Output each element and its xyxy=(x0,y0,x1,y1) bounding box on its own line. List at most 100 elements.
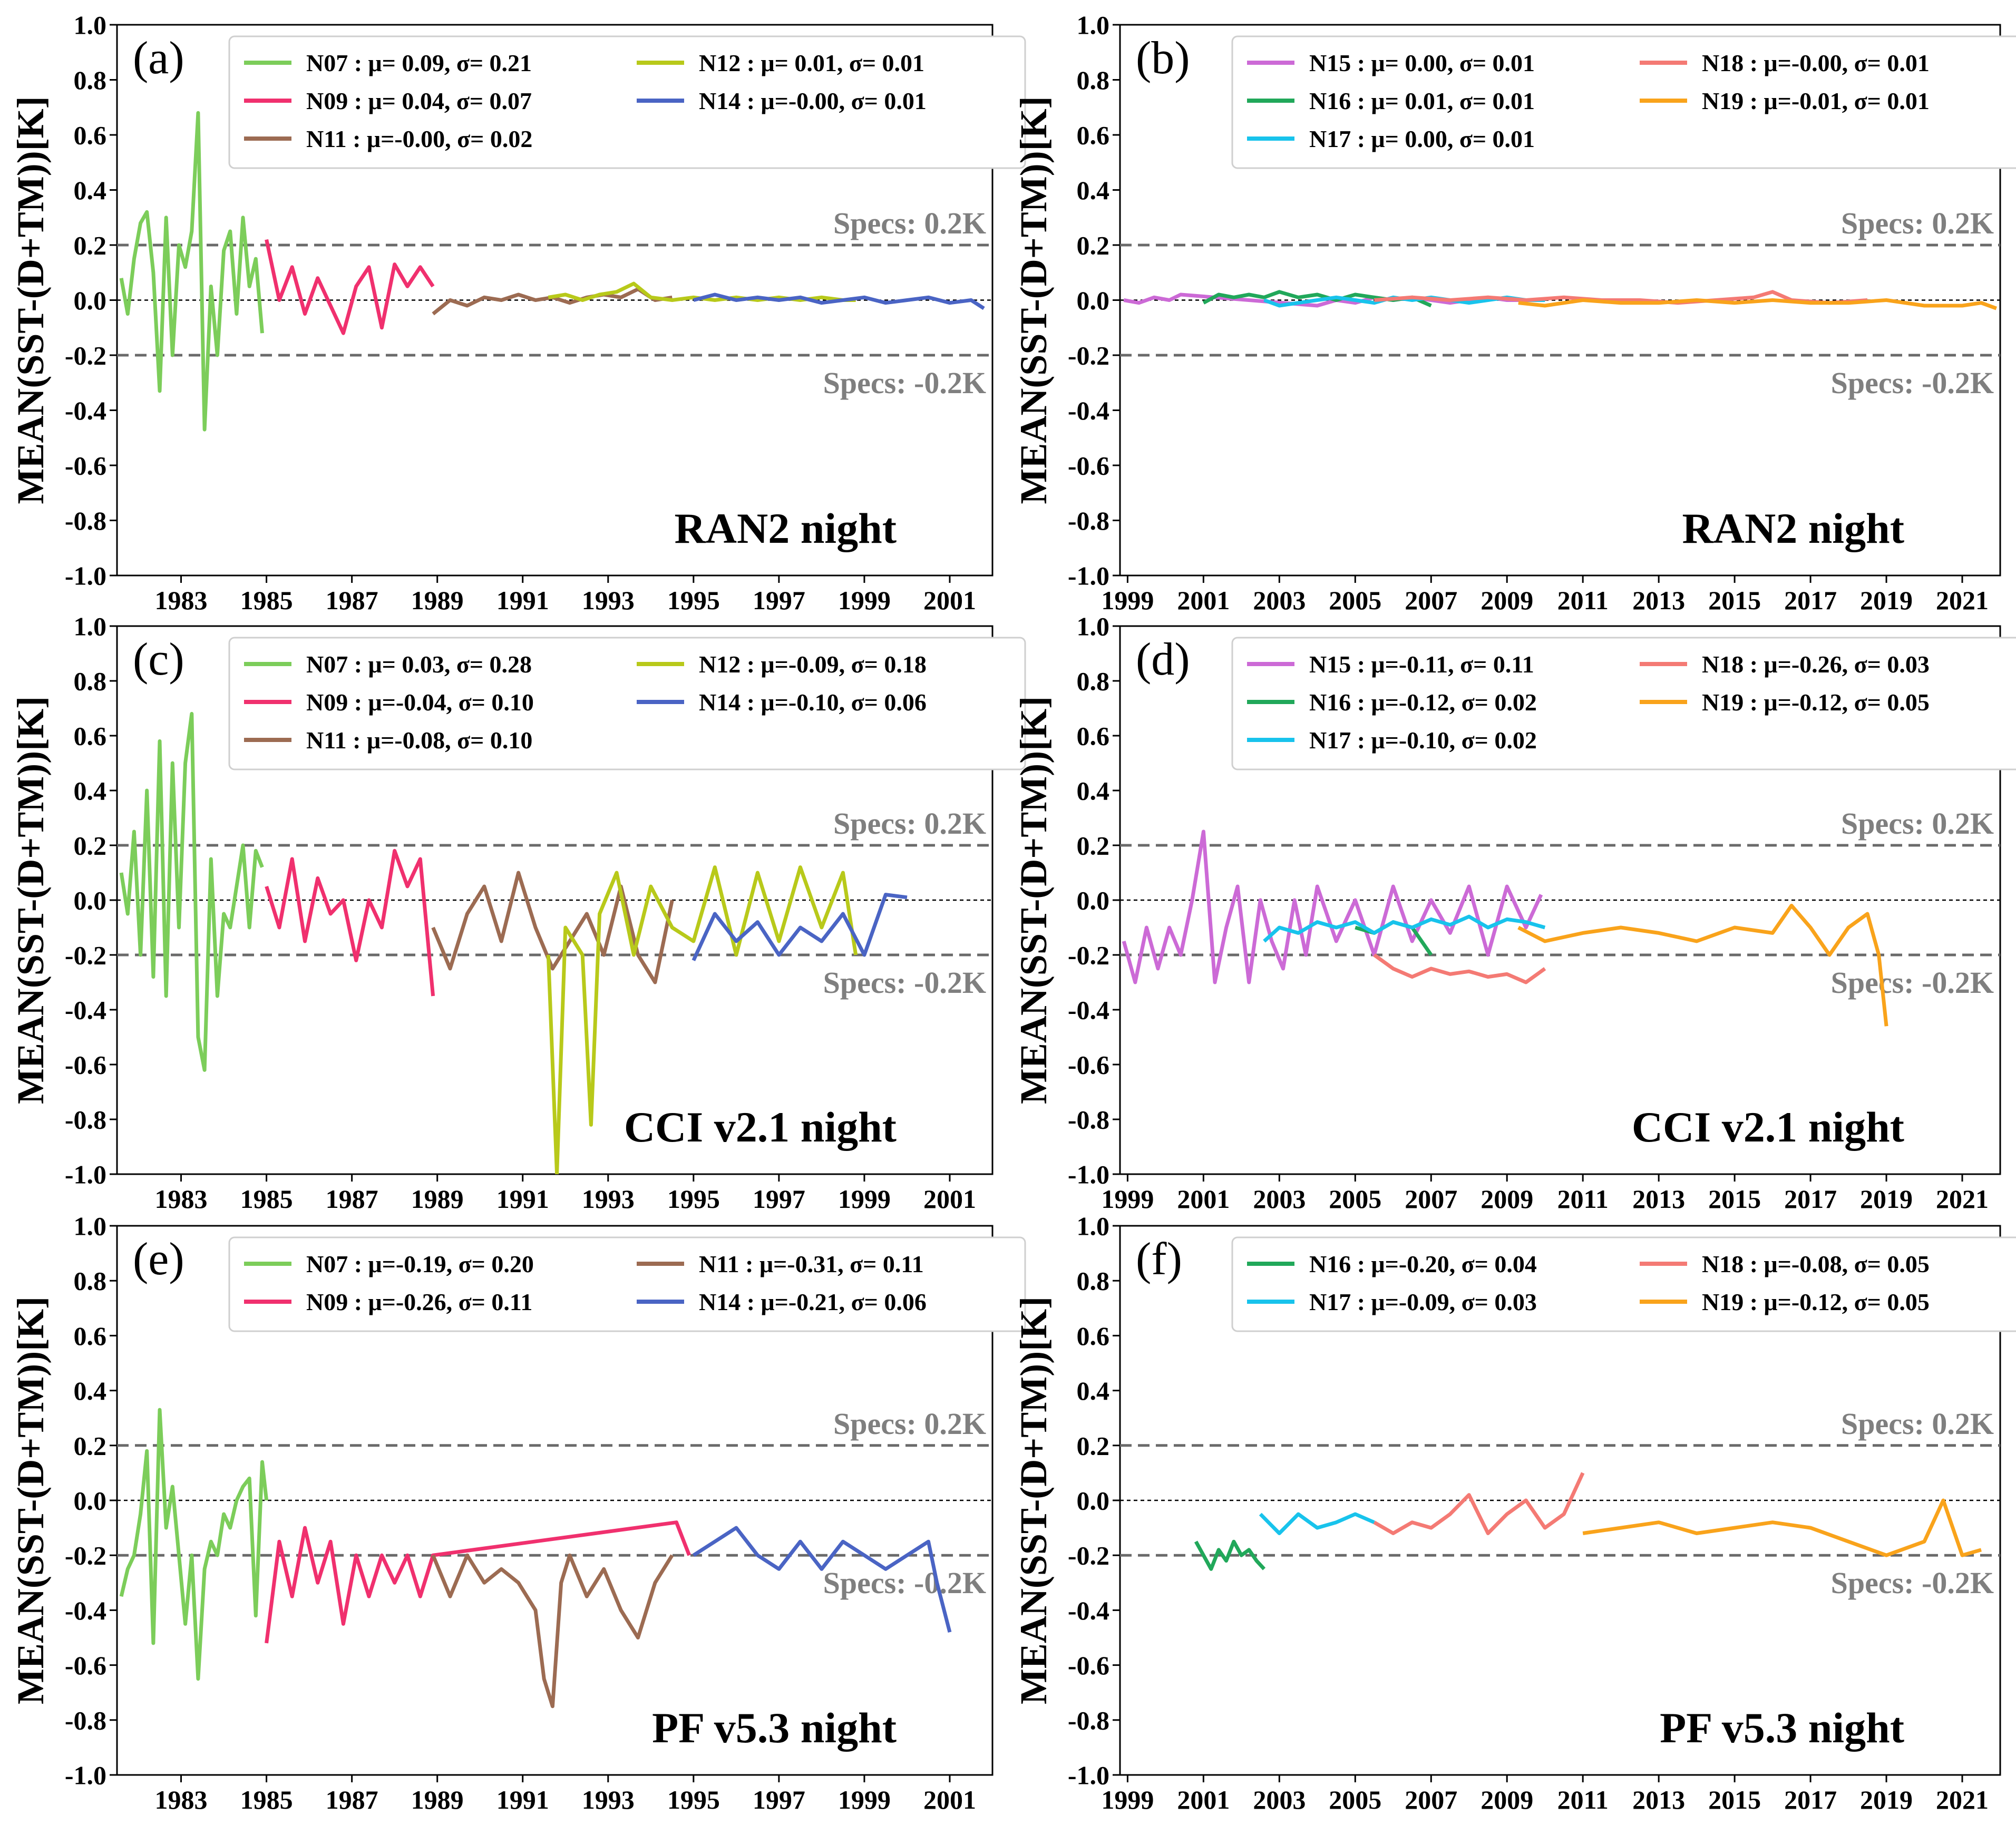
x-tick-label: 2003 xyxy=(1253,1785,1306,1814)
legend-label: N07 : μ= 0.03, σ= 0.28 xyxy=(306,651,532,678)
series-line-n14 xyxy=(692,893,908,961)
x-tick-label: 1985 xyxy=(240,585,293,615)
x-tick-label: 1983 xyxy=(155,585,208,615)
legend-label: N15 : μ= 0.00, σ= 0.01 xyxy=(1309,50,1535,76)
y-tick-label: 0.8 xyxy=(74,65,107,95)
x-tick-label: 2017 xyxy=(1784,1184,1837,1214)
legend-label: N18 : μ=-0.26, σ= 0.03 xyxy=(1702,651,1930,678)
x-tick-label: 1991 xyxy=(496,1184,549,1214)
x-tick-label: 1991 xyxy=(496,1785,549,1814)
panel-title: CCI v2.1 night xyxy=(624,1103,897,1151)
y-tick-label: 0.2 xyxy=(74,1431,107,1460)
spec-upper-label: Specs: 0.2K xyxy=(833,806,986,841)
legend-label: N17 : μ=-0.10, σ= 0.02 xyxy=(1309,727,1537,754)
y-tick-label: 0.4 xyxy=(1077,776,1110,806)
y-tick-label: 0.6 xyxy=(74,121,107,150)
y-tick-label: 0.0 xyxy=(1077,886,1110,915)
panel-title: RAN2 night xyxy=(675,504,897,552)
x-tick-label: 2011 xyxy=(1557,585,1609,615)
series-line-n07 xyxy=(119,711,264,1072)
series-line-n09 xyxy=(265,848,435,997)
panel-title: PF v5.3 night xyxy=(1660,1704,1904,1752)
x-tick-label: 2011 xyxy=(1557,1184,1609,1214)
x-tick-label: 1983 xyxy=(155,1785,208,1814)
y-tick-label: 0.6 xyxy=(1077,1321,1110,1351)
y-tick-label: 0.8 xyxy=(1077,667,1110,696)
series-line-n11 xyxy=(431,871,674,984)
y-tick-label: 0.6 xyxy=(1077,721,1110,751)
x-tick-label: 2009 xyxy=(1481,585,1533,615)
x-tick-label: 2001 xyxy=(1177,1785,1230,1814)
legend-box xyxy=(228,35,1026,169)
legend-label: N11 : μ=-0.08, σ= 0.10 xyxy=(306,727,532,754)
y-tick-label: 0.4 xyxy=(1077,1376,1110,1406)
y-axis-label: MEAN(SST-(D+TM))[K] xyxy=(9,696,52,1104)
y-tick-label: 1.0 xyxy=(74,11,107,40)
x-tick-label: 1987 xyxy=(326,1184,378,1214)
series-line-n09 xyxy=(265,1520,691,1644)
y-tick-label: -1.0 xyxy=(1068,1160,1109,1189)
y-tick-label: 0.6 xyxy=(74,1321,107,1351)
x-tick-label: 1989 xyxy=(411,1785,464,1814)
x-tick-label: 2021 xyxy=(1936,585,1989,615)
panel-a: -1.0 -0.8 -0.6 -0.4 -0.2 0.0 0.2 0.4 0.6 0.8 1.0 19… xyxy=(9,11,1026,615)
spec-lower-label: Specs: -0.2K xyxy=(1831,366,1994,400)
x-tick-label: 1999 xyxy=(1101,1184,1154,1214)
legend-label: N14 : μ=-0.10, σ= 0.06 xyxy=(699,689,927,716)
x-tick-label: 2003 xyxy=(1253,1184,1306,1214)
legend-label: N09 : μ=-0.04, σ= 0.10 xyxy=(306,689,534,716)
x-tick-label: 2021 xyxy=(1936,1785,1989,1814)
y-tick-label: 1.0 xyxy=(1077,612,1110,641)
y-tick-label: -0.2 xyxy=(65,341,106,370)
x-tick-label: 1999 xyxy=(838,1785,891,1814)
legend-label: N11 : μ=-0.31, σ= 0.11 xyxy=(699,1251,924,1277)
y-tick-label: 0.2 xyxy=(74,831,107,861)
series-line-n09 xyxy=(265,239,435,335)
y-tick-label: -0.6 xyxy=(65,451,106,481)
x-tick-label: 1983 xyxy=(155,1184,208,1214)
x-tick-label: 2019 xyxy=(1860,1184,1913,1214)
y-tick-label: 0.8 xyxy=(74,667,107,696)
spec-lower-label: Specs: -0.2K xyxy=(1831,1566,1994,1600)
legend-box xyxy=(228,637,1026,770)
x-tick-label: 2005 xyxy=(1329,1785,1381,1814)
y-tick-label: 0.0 xyxy=(74,286,107,315)
y-tick-label: -0.6 xyxy=(65,1050,106,1080)
x-tick-label: 1999 xyxy=(1101,1785,1154,1814)
spec-upper-label: Specs: 0.2K xyxy=(833,206,986,240)
legend-label: N16 : μ=-0.12, σ= 0.02 xyxy=(1309,689,1537,716)
x-tick-label: 2007 xyxy=(1405,1184,1457,1214)
y-tick-label: 0.8 xyxy=(1077,1266,1110,1296)
y-tick-label: -0.2 xyxy=(1068,941,1109,970)
y-tick-label: -0.8 xyxy=(65,1705,106,1735)
series-line-n11 xyxy=(431,1553,674,1709)
legend-label: N07 : μ=-0.19, σ= 0.20 xyxy=(306,1251,534,1277)
legend-label: N16 : μ= 0.01, σ= 0.01 xyxy=(1309,87,1535,114)
panel-title: CCI v2.1 night xyxy=(1632,1103,1904,1151)
legend-label: N09 : μ= 0.04, σ= 0.07 xyxy=(306,87,532,114)
series-line-n14 xyxy=(693,292,985,310)
legend-label: N17 : μ= 0.00, σ= 0.01 xyxy=(1309,125,1535,152)
x-tick-label: 2001 xyxy=(923,1785,976,1814)
spec-upper-label: Specs: 0.2K xyxy=(1841,806,1994,841)
x-tick-label: 1997 xyxy=(753,585,805,615)
x-tick-label: 1985 xyxy=(240,1785,293,1814)
x-tick-label: 1993 xyxy=(582,585,635,615)
y-tick-label: 0.2 xyxy=(74,231,107,260)
y-tick-label: 1.0 xyxy=(74,1212,107,1241)
x-tick-label: 1991 xyxy=(496,585,549,615)
x-tick-label: 1997 xyxy=(753,1785,805,1814)
panel-label: (d) xyxy=(1136,634,1190,685)
spec-upper-label: Specs: 0.2K xyxy=(833,1407,986,1441)
spec-lower-label: Specs: -0.2K xyxy=(823,965,986,1000)
x-tick-label: 2005 xyxy=(1329,1184,1381,1214)
spec-lower-label: Specs: -0.2K xyxy=(823,1566,986,1600)
y-tick-label: 0.6 xyxy=(74,721,107,751)
x-tick-label: 2021 xyxy=(1936,1184,1989,1214)
x-tick-label: 2013 xyxy=(1632,1785,1685,1814)
y-tick-label: 0.0 xyxy=(74,886,107,915)
panel-label: (e) xyxy=(133,1234,184,1285)
legend-label: N09 : μ=-0.26, σ= 0.11 xyxy=(306,1289,532,1315)
y-tick-label: 0.2 xyxy=(1077,231,1110,260)
